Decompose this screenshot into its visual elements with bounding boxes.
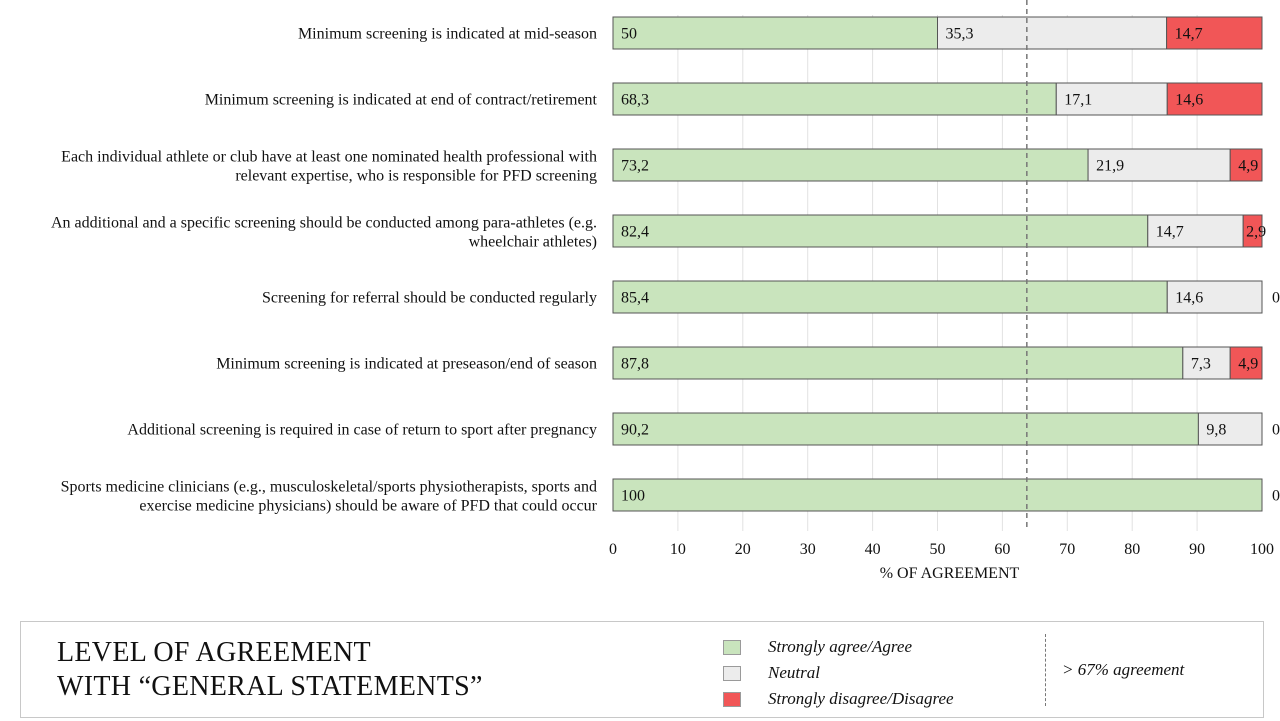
data-label-0-6: 90,2 xyxy=(621,422,649,439)
legend-label-neutral: Neutral xyxy=(768,663,820,682)
x-tick-label-50: 50 xyxy=(930,541,946,558)
bar-1-5 xyxy=(1182,346,1231,380)
bar-0-5 xyxy=(612,346,1184,380)
legend-title-line-2: WITH “GENERAL STATEMENTS” xyxy=(57,671,483,702)
category-label-7-0: Sports medicine clinicians (e.g., muscul… xyxy=(61,479,597,496)
data-label-0-1: 68,3 xyxy=(621,92,649,109)
data-label-1-0: 35,3 xyxy=(946,26,974,43)
bar-0-2 xyxy=(612,148,1089,182)
bar-0-0 xyxy=(612,16,938,50)
category-label-2-1: relevant expertise, who is responsible f… xyxy=(235,168,597,185)
x-tick-label-20: 20 xyxy=(735,541,751,558)
legend-item-neutral: Neutral xyxy=(723,660,954,686)
legend-swatch-agree xyxy=(723,639,741,655)
bar-2-3 xyxy=(1242,214,1263,248)
legend-title: LEVEL OF AGREEMENT WITH “GENERAL STATEME… xyxy=(57,636,483,704)
data-label-2-7: 0 xyxy=(1272,488,1280,505)
legend-title-line-1: LEVEL OF AGREEMENT xyxy=(57,637,371,668)
bar-0-7 xyxy=(612,478,1263,512)
bar-2-1 xyxy=(1166,82,1263,116)
bar-0-1 xyxy=(612,82,1057,116)
data-label-2-2: 4,9 xyxy=(1238,158,1258,175)
x-tick-label-90: 90 xyxy=(1189,541,1205,558)
x-tick-label-0: 0 xyxy=(609,541,617,558)
category-label-1-0: Minimum screening is indicated at end of… xyxy=(205,92,598,109)
x-tick-label-100: 100 xyxy=(1250,541,1274,558)
bar-1-6 xyxy=(1197,412,1263,446)
data-labels: 50 35,3 14,7 68,3 17,1 14,6 73,2 21,9 4,9 82,4 14,… xyxy=(621,26,1280,505)
stacked-bar-chart: 50 35,3 14,7 68,3 17,1 14,6 73,2 21,9 4,9 82,4 14,… xyxy=(51,0,1280,582)
legend-threshold-label: > 67% agreement xyxy=(1062,660,1185,679)
x-tick-label-60: 60 xyxy=(994,541,1010,558)
category-labels: Minimum screening is indicated at mid-se… xyxy=(51,26,598,515)
category-label-7-1: exercise medicine physicians) should be … xyxy=(139,498,597,515)
bar-1-0 xyxy=(937,16,1168,50)
bar-1-2 xyxy=(1087,148,1231,182)
bar-2-2 xyxy=(1229,148,1263,182)
legend-swatch-neutral xyxy=(723,665,741,681)
bars xyxy=(612,16,1263,512)
bar-2-0 xyxy=(1166,16,1263,50)
legend-label-disagree: Strongly disagree/Disagree xyxy=(768,689,954,708)
data-label-0-4: 85,4 xyxy=(621,290,649,307)
legend-item-disagree: Strongly disagree/Disagree xyxy=(723,686,954,712)
x-tick-label-30: 30 xyxy=(800,541,816,558)
x-tick-label-10: 10 xyxy=(670,541,686,558)
category-label-3-1: wheelchair athletes) xyxy=(469,234,597,251)
data-label-2-1: 14,6 xyxy=(1175,92,1203,109)
data-label-0-0: 50 xyxy=(621,26,637,43)
data-label-2-5: 4,9 xyxy=(1238,356,1258,373)
category-label-4-0: Screening for referral should be conduct… xyxy=(262,290,597,307)
bar-0-6 xyxy=(612,412,1199,446)
data-label-2-6: 0 xyxy=(1272,422,1280,439)
bar-1-4 xyxy=(1166,280,1263,314)
legend-swatch-disagree xyxy=(723,691,741,707)
category-label-2-0: Each individual athlete or club have at … xyxy=(61,149,597,166)
data-label-0-7: 100 xyxy=(621,488,645,505)
legend-threshold-line xyxy=(1045,634,1046,706)
bar-1-1 xyxy=(1055,82,1168,116)
bar-0-3 xyxy=(612,214,1149,248)
legend-panel: LEVEL OF AGREEMENT WITH “GENERAL STATEME… xyxy=(20,621,1264,718)
x-axis-label: % OF AGREEMENT xyxy=(880,565,1020,582)
data-label-0-3: 82,4 xyxy=(621,224,649,241)
x-tick-label-70: 70 xyxy=(1059,541,1075,558)
data-label-2-3: 2,9 xyxy=(1246,224,1266,241)
x-tick-label-40: 40 xyxy=(865,541,881,558)
legend-label-agree: Strongly agree/Agree xyxy=(768,637,912,656)
data-label-0-5: 87,8 xyxy=(621,356,649,373)
data-label-1-2: 21,9 xyxy=(1096,158,1124,175)
data-label-2-0: 14,7 xyxy=(1175,26,1203,43)
bar-0-4 xyxy=(612,280,1168,314)
data-label-1-3: 14,7 xyxy=(1156,224,1184,241)
legend-item-agree: Strongly agree/Agree xyxy=(723,634,954,660)
category-label-0-0: Minimum screening is indicated at mid-se… xyxy=(298,26,597,43)
x-axis: 0 10 20 30 40 50 60 70 80 90 100 % OF AGREEMENT xyxy=(609,541,1274,582)
bar-1-3 xyxy=(1147,214,1244,248)
data-label-1-5: 7,3 xyxy=(1191,356,1211,373)
bar-2-5 xyxy=(1229,346,1263,380)
data-label-0-2: 73,2 xyxy=(621,158,649,175)
category-label-6-0: Additional screening is required in case… xyxy=(127,422,597,439)
data-label-2-4: 0 xyxy=(1272,290,1280,307)
category-label-3-0: An additional and a specific screening s… xyxy=(51,215,597,232)
x-tick-label-80: 80 xyxy=(1124,541,1140,558)
data-label-1-6: 9,8 xyxy=(1206,422,1226,439)
data-label-1-1: 17,1 xyxy=(1064,92,1092,109)
legend-series: Strongly agree/Agree Neutral Strongly di… xyxy=(723,634,954,712)
data-label-1-4: 14,6 xyxy=(1175,290,1203,307)
category-label-5-0: Minimum screening is indicated at presea… xyxy=(216,356,597,373)
